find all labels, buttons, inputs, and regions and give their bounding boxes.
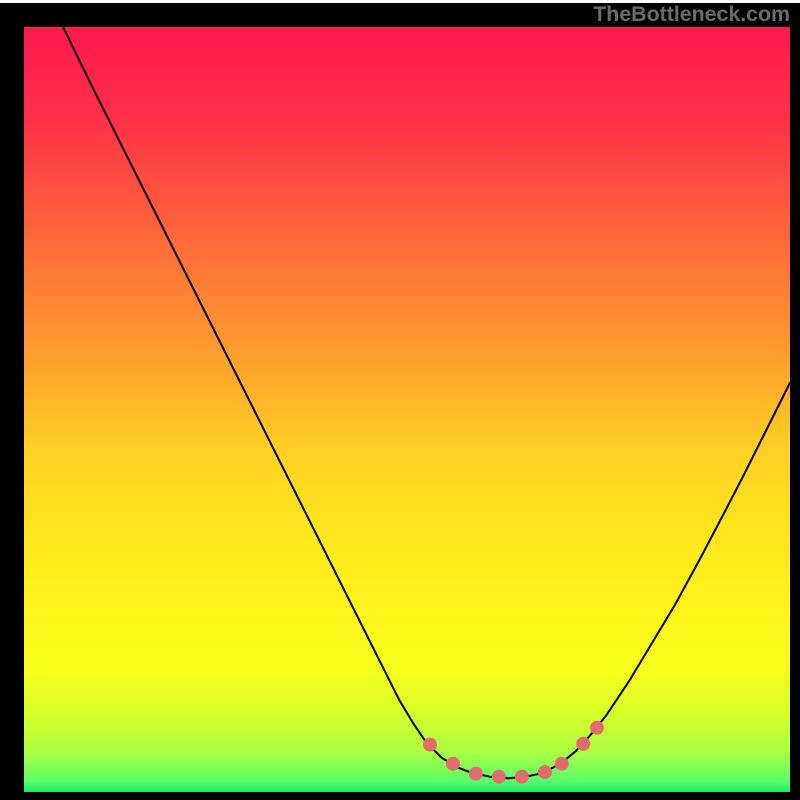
attribution-text: TheBottleneck.com — [593, 2, 790, 27]
curve-marker — [446, 757, 460, 771]
curve-marker — [576, 737, 590, 751]
curve-marker — [515, 770, 529, 784]
curve-marker — [469, 767, 483, 781]
curve-marker — [590, 721, 604, 735]
chart-plot — [24, 27, 790, 792]
gradient-background — [24, 27, 790, 792]
curve-marker — [538, 765, 552, 779]
curve-marker — [555, 757, 569, 771]
curve-marker — [492, 770, 506, 784]
bottleneck-chart: TheBottleneck.com — [0, 0, 800, 800]
curve-marker — [423, 738, 437, 752]
